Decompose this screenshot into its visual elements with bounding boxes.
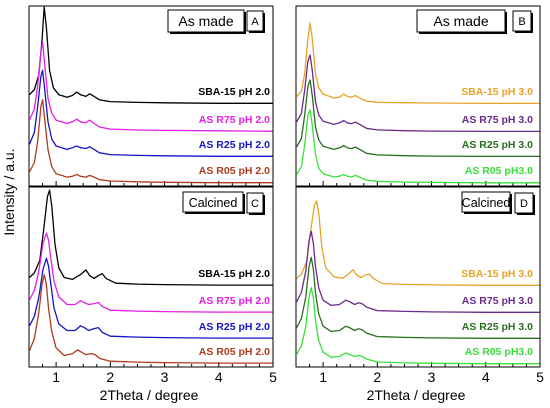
x-tick-label: 4 xyxy=(482,369,490,385)
panels: SBA-15 pH 2.0 AS R75 pH 2.0 AS R25 pH 2.0 A… xyxy=(28,5,544,403)
series-line xyxy=(28,257,273,339)
x-tick-label: 5 xyxy=(269,369,277,385)
series-label: AS R25 pH 3.0 xyxy=(462,321,533,333)
series-line xyxy=(295,22,540,105)
series-label: AS R75 pH 2.0 xyxy=(199,114,270,126)
panel-title: As made xyxy=(178,13,233,29)
panel-letter: D xyxy=(520,198,528,210)
series-line xyxy=(296,200,540,286)
series-label: AS R05 pH3.0 xyxy=(465,346,533,358)
title-box xyxy=(461,191,511,213)
series-line xyxy=(29,189,273,286)
series-label: SBA-15 pH 3.0 xyxy=(461,268,533,280)
letter-box xyxy=(246,192,264,214)
series-line xyxy=(28,42,273,132)
series-line xyxy=(295,230,540,313)
panel-letter: B xyxy=(518,16,525,28)
series-label: AS R25 pH 2.0 xyxy=(199,139,270,151)
x-tick-label: 3 xyxy=(161,369,169,385)
series-line xyxy=(28,99,273,184)
x-axis-ticks xyxy=(295,362,541,367)
series-label: AS R75 pH 3.0 xyxy=(462,295,533,307)
series-label: AS R75 pH 3.0 xyxy=(462,114,533,126)
title-box xyxy=(416,9,506,33)
series-line xyxy=(295,286,540,365)
panel-title: Calcined xyxy=(189,196,238,210)
letter-box xyxy=(514,192,534,214)
series-label: SBA-15 pH 3.0 xyxy=(461,86,533,98)
series-label: AS R05 pH 2.0 xyxy=(199,165,270,177)
y-axis-label: Intensity / a.u. xyxy=(1,148,17,235)
series-label: AS R05 pH3.0 xyxy=(465,165,533,177)
panel-B: SBA-15 pH 3.0 AS R75 pH 3.0 AS R25 pH 3.0 A… xyxy=(295,5,541,187)
panel-letter: A xyxy=(251,16,259,28)
letter-box xyxy=(246,10,264,32)
title-box xyxy=(182,191,244,213)
x-tick-label: 2 xyxy=(373,369,381,385)
x-tick-label: 1 xyxy=(319,369,327,385)
series-line xyxy=(28,232,273,313)
panel-title: As made xyxy=(433,13,488,29)
series-line xyxy=(295,256,540,339)
series-label: AS R25 pH 2.0 xyxy=(199,321,270,333)
letter-box xyxy=(512,10,532,32)
series-label: SBA-15 pH 2.0 xyxy=(198,86,270,98)
panel-letter: C xyxy=(251,198,259,210)
series-line xyxy=(295,79,540,158)
series-label: AS R75 pH 2.0 xyxy=(199,295,270,307)
panel-A: SBA-15 pH 2.0 AS R75 pH 2.0 AS R25 pH 2.0 A… xyxy=(28,5,274,187)
title-box xyxy=(167,9,245,33)
panel-title: Calcined xyxy=(462,196,511,210)
x-tick-label: 2 xyxy=(106,369,114,385)
x-axis-ticks xyxy=(28,181,274,186)
x-axis-title: 2Theta / degree xyxy=(367,387,466,403)
x-tick-label: 5 xyxy=(536,369,544,385)
panel-D: 1 2 3 4 5 2Theta / degree SBA-15 pH 3.0 AS R75 … xyxy=(295,186,544,403)
series-label: AS R25 pH 3.0 xyxy=(462,139,533,151)
series-label: AS R05 pH 2.0 xyxy=(199,346,270,358)
x-tick-label: 3 xyxy=(428,369,436,385)
x-tick-label: 1 xyxy=(52,369,60,385)
x-tick-label: 4 xyxy=(215,369,223,385)
x-axis-title: 2Theta / degree xyxy=(100,387,199,403)
panel-C: 1 2 3 4 5 2Theta / degree SBA-15 pH 2.0 AS R75 … xyxy=(28,186,277,403)
series-label: SBA-15 pH 2.0 xyxy=(198,268,270,280)
series-line xyxy=(295,54,540,133)
series-line xyxy=(29,6,273,104)
series-line xyxy=(295,109,540,184)
series-line xyxy=(28,274,273,364)
series-line xyxy=(28,69,273,157)
